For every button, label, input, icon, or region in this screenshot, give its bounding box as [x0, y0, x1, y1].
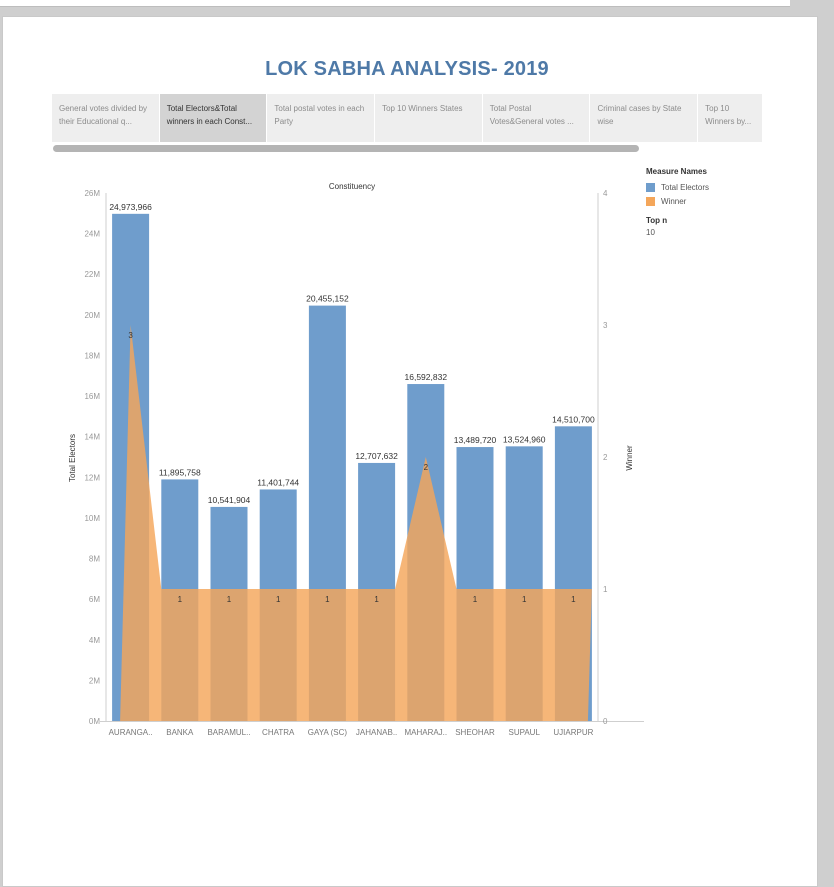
data-label-winner: 1 [276, 595, 281, 604]
y-tick-label: 20M [84, 311, 100, 320]
y-tick-label: 8M [89, 555, 100, 564]
area-winner [120, 325, 592, 721]
data-label-winner: 2 [424, 463, 429, 472]
x-tick-label: UJIARPUR [553, 728, 593, 737]
legend-header: Measure Names [646, 167, 707, 176]
y2-tick-label: 3 [603, 321, 608, 330]
y2-axis-label: Winner [625, 445, 634, 471]
y2-tick-label: 1 [603, 585, 608, 594]
top-strip [0, 0, 790, 7]
top-n-filter-label: Top n [646, 216, 668, 225]
x-tick-label: JAHANAB.. [356, 728, 397, 737]
data-label-total-electors: 11,895,758 [159, 467, 201, 477]
legend-swatch-winner [646, 196, 655, 206]
tab-criminal-cases[interactable]: Criminal cases by State wise [590, 94, 699, 142]
y-tick-label: 6M [89, 595, 100, 604]
y-tick-label: 16M [84, 392, 100, 401]
tab-total-electors-winners[interactable]: Total Electors&Total winners in each Con… [159, 94, 268, 142]
tab-top10-winners-by[interactable]: Top 10 Winners by... [705, 104, 752, 126]
y2-tick-label: 0 [603, 717, 608, 726]
data-label-winner: 1 [522, 595, 527, 604]
data-label-total-electors: 14,510,700 [552, 414, 595, 424]
x-tick-label: MAHARAJ.. [404, 728, 447, 737]
y-tick-label: 12M [84, 473, 100, 482]
data-label-winner: 1 [473, 595, 478, 604]
data-label-winner: 3 [128, 331, 133, 340]
x-tick-label: GAYA (SC) [308, 728, 348, 737]
top-n-filter-value[interactable]: 10 [646, 228, 655, 237]
data-label-winner: 1 [227, 595, 232, 604]
y-tick-label: 26M [84, 189, 100, 198]
tab-postal-general-votes[interactable]: Total Postal Votes&General votes ... [483, 94, 591, 142]
data-label-total-electors: 16,592,832 [405, 372, 448, 382]
data-label-total-electors: 24,973,966 [109, 202, 152, 212]
tab-educational-votes[interactable]: General votes divided by their Education… [52, 94, 160, 142]
x-tick-label: CHATRA [262, 728, 295, 737]
chart-title: Constituency [329, 182, 375, 191]
legend-label-total-electors: Total Electors [661, 182, 710, 192]
y-tick-label: 18M [84, 351, 100, 360]
tabs-scrollbar[interactable] [53, 145, 639, 152]
data-label-total-electors: 11,401,744 [257, 477, 299, 487]
y-tick-label: 4M [89, 636, 100, 645]
y-axis-label: Total Electors [68, 434, 77, 482]
y-tick-label: 10M [84, 514, 100, 523]
legend-swatch-electors [646, 182, 655, 192]
y-tick-label: 22M [84, 270, 100, 279]
y2-tick-label: 4 [603, 189, 608, 198]
story-tabs: General votes divided by their Education… [52, 94, 762, 142]
data-label-total-electors: 20,455,152 [306, 294, 349, 304]
y-tick-label: 14M [84, 433, 100, 442]
tab-top10-winners-states[interactable]: Top 10 Winners States [375, 94, 483, 142]
data-label-winner: 1 [325, 595, 330, 604]
x-tick-label: BANKA [166, 728, 194, 737]
y-tick-label: 0M [89, 717, 100, 726]
data-label-winner: 1 [374, 595, 379, 604]
y-tick-label: 24M [84, 230, 100, 239]
y2-tick-label: 2 [603, 453, 608, 462]
legend-label-winner: Winner [661, 196, 687, 206]
x-tick-label: SHEOHAR [455, 728, 495, 737]
data-label-total-electors: 12,707,632 [355, 451, 398, 461]
data-label-total-electors: 13,489,720 [454, 435, 497, 445]
data-label-total-electors: 13,524,960 [503, 434, 546, 444]
tab-postal-votes-party[interactable]: Total postal votes in each Party [267, 94, 376, 142]
y-tick-label: 2M [89, 676, 100, 685]
data-label-total-electors: 10,541,904 [208, 495, 251, 505]
legend-item-winner[interactable]: Winner [646, 194, 709, 208]
x-tick-label: AURANGA.. [109, 728, 153, 737]
data-label-winner: 1 [571, 595, 576, 604]
dashboard-title: LOK SABHA ANALYSIS- 2019 [265, 58, 549, 80]
data-label-winner: 1 [178, 595, 183, 604]
legend-item-total-electors[interactable]: Total Electors [646, 180, 709, 194]
legend: Measure Names Total Electors Winner Top … [646, 167, 709, 237]
x-tick-label: BARAMUL.. [207, 728, 250, 737]
x-tick-label: SUPAUL [508, 728, 540, 737]
